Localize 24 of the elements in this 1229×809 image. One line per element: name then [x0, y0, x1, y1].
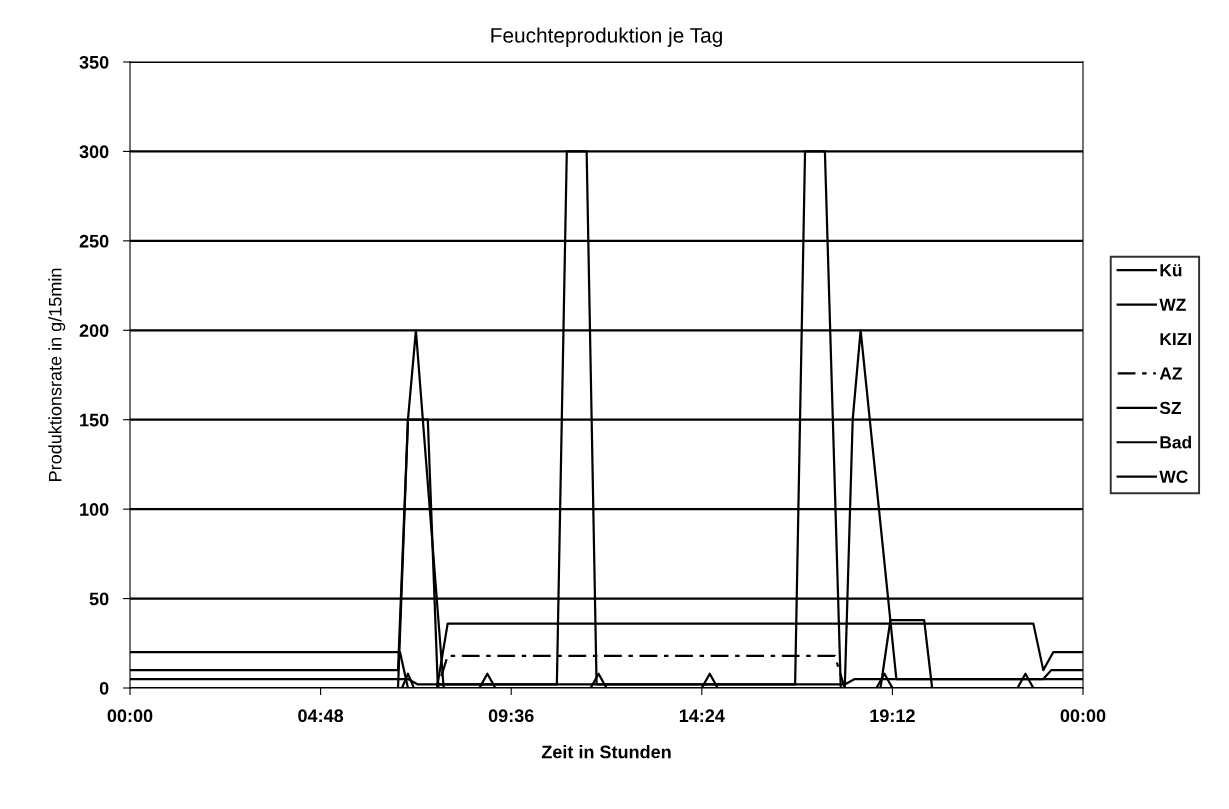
legend-label: SZ [1159, 401, 1182, 415]
legend-label: AZ [1159, 367, 1182, 380]
y-axis-title: Produktionsrate in g/15min [48, 268, 66, 481]
legend-label: Bad [1160, 435, 1192, 449]
chart-title: Feuchteproduktion je Tag [491, 27, 722, 47]
y-tick-label: 350 [79, 55, 109, 69]
y-tick-label: 0 [99, 681, 109, 695]
y-tick-label: 250 [79, 234, 109, 248]
x-tick-label: 14:24 [679, 709, 725, 722]
y-tick-label: 50 [89, 592, 109, 606]
y-tick-label: 300 [79, 145, 109, 159]
x-tick-label: 09:36 [488, 709, 534, 723]
legend-label: WZ [1159, 298, 1186, 311]
y-tick-label: 150 [80, 413, 109, 427]
x-axis-title: Zeit in Stunden [541, 745, 671, 759]
y-tick-label: 200 [79, 324, 109, 338]
x-tick-label: 00:00 [107, 709, 153, 723]
x-tick-label: 00:00 [1060, 709, 1106, 723]
text: KIZI [1160, 333, 1191, 346]
y-tick-label: 100 [80, 503, 109, 516]
legend-label: WC [1159, 470, 1188, 483]
legend-label: Kü [1160, 264, 1182, 277]
x-tick-label: 19:12 [870, 709, 915, 723]
x-tick-label: 04:48 [298, 709, 344, 723]
